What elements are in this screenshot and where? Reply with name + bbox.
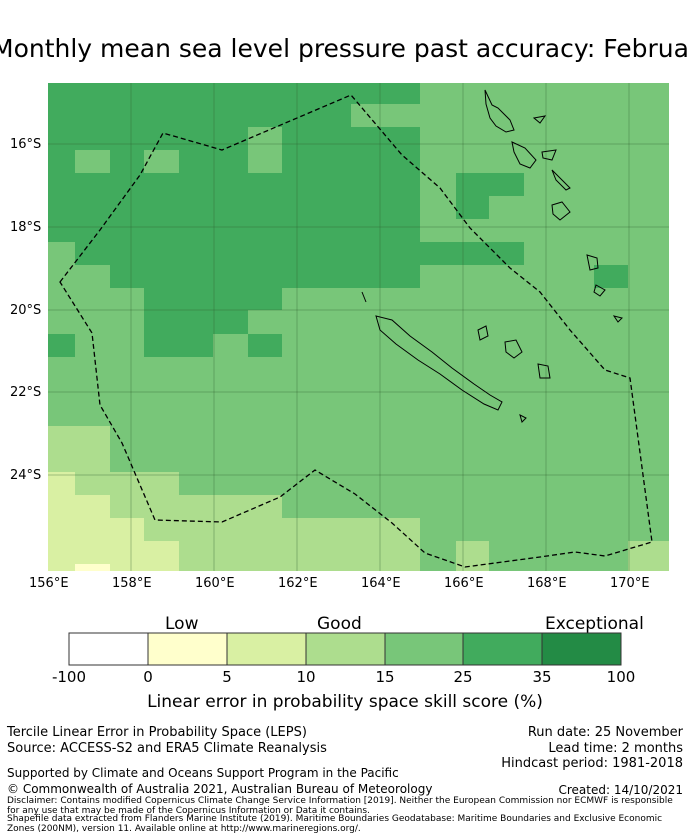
lat-label: 24°S: [10, 468, 42, 483]
region-15-25-inner: [48, 104, 420, 357]
colorbar-tick: 35: [532, 668, 552, 686]
region-25-35: [48, 83, 628, 357]
copyright: © Commonwealth of Australia 2021, Austra…: [7, 782, 433, 796]
colorbar-10-15: [305, 632, 386, 666]
colorbar-0-5: [147, 632, 228, 666]
footer-method: Tercile Linear Error in Probability Spac…: [7, 725, 307, 740]
lat-label: 16°S: [10, 137, 42, 152]
colorbar-25-35: [462, 632, 543, 666]
lon-label: 166°E: [444, 576, 484, 591]
colorbar-tick: 10: [296, 668, 316, 686]
lon-label: 156°E: [29, 576, 69, 591]
lon-label: 160°E: [195, 576, 235, 591]
colorbar-tick: 25: [453, 668, 473, 686]
colorbar-low: [68, 632, 149, 666]
lat-label: 22°S: [10, 385, 42, 400]
colorbar-tick: 100: [606, 668, 636, 686]
graticule: [48, 83, 669, 571]
skill-grid: [48, 83, 669, 571]
lon-label: 162°E: [278, 576, 318, 591]
colorbar-15-25: [384, 632, 464, 666]
lat-label: 18°S: [10, 220, 42, 235]
colorbar-tick: 0: [143, 668, 153, 686]
new-caledonia: [375, 315, 503, 411]
colorbar-tick: 5: [222, 668, 232, 686]
lat-label: 20°S: [10, 303, 42, 318]
shapefile-credit: Shapefile data extracted from Flanders M…: [7, 814, 663, 834]
lon-label: 168°E: [527, 576, 567, 591]
colorbar-exceptional: [541, 632, 622, 666]
colorbar-tick: 15: [375, 668, 395, 686]
lead-time: Lead time: 2 months: [548, 741, 683, 756]
islands: [361, 89, 623, 423]
lon-label: 164°E: [361, 576, 401, 591]
lon-label: 170°E: [610, 576, 650, 591]
disclaimer: Disclaimer: Contains modified Copernicus…: [7, 796, 673, 816]
category-exceptional: Exceptional: [545, 614, 644, 634]
region-5-10: [48, 472, 179, 571]
created-date: Created: 14/10/2021: [558, 783, 683, 797]
category-low: Low: [165, 614, 199, 634]
colorbar-label: Linear error in probability space skill …: [147, 692, 543, 712]
hindcast-period: Hindcast period: 1981-2018: [501, 756, 683, 771]
lon-label: 158°E: [112, 576, 152, 591]
footer-source: Source: ACCESS-S2 and ERA5 Climate Reana…: [7, 741, 327, 756]
run-date: Run date: 25 November: [527, 725, 683, 740]
region-0-5: [75, 564, 110, 571]
map-title: Monthly mean sea level pressure past acc…: [0, 34, 690, 63]
support-note: Supported by Climate and Oceans Support …: [7, 766, 399, 780]
category-good: Good: [317, 614, 362, 634]
colorbar-5-10: [226, 632, 307, 666]
colorbar: [68, 632, 622, 666]
colorbar-tick: -100: [51, 668, 87, 686]
